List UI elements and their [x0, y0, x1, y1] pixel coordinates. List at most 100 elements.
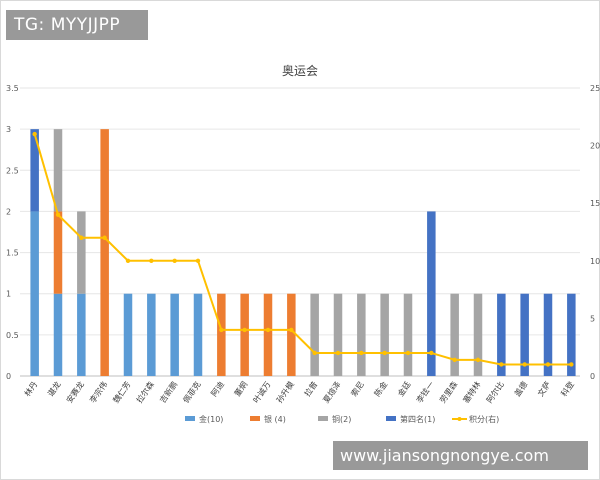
x-tick-label: 董炯: [232, 379, 249, 398]
x-tick-label: 吉新鹏: [157, 379, 179, 404]
y-right-tick-label: 20: [590, 142, 600, 151]
bars: [30, 129, 576, 376]
score-point: [79, 235, 84, 240]
bar-segment: [53, 129, 63, 212]
score-point: [382, 350, 387, 356]
score-point: [32, 131, 37, 137]
x-tick-label: 劳里森: [437, 379, 459, 404]
score-point: [102, 235, 107, 240]
score-point: [125, 258, 131, 263]
x-tick-label: 金廷: [395, 379, 412, 398]
x-tick-label: 魏仁芳: [111, 379, 133, 404]
gridlines: [20, 87, 580, 377]
score-line-path: [33, 133, 572, 366]
legend-swatch: [185, 416, 195, 421]
x-tick-label: 李宗伟: [87, 379, 109, 404]
y-right-tick-label: 10: [590, 257, 600, 266]
y-axis-left: 0 0.5 1 1.5 2 2.5 3 3.5: [6, 84, 19, 381]
bar-segment: [30, 129, 39, 212]
bar-segment: [217, 293, 226, 376]
x-tick-label: 拉尔森: [134, 379, 156, 404]
bar-segment: [240, 293, 249, 376]
bar-segment: [193, 293, 203, 376]
score-point: [429, 350, 434, 356]
score-point: [499, 362, 504, 367]
x-tick-label: 科登: [559, 379, 576, 398]
legend-label: 银 (4): [264, 414, 286, 424]
x-tick-label: 夏煊泽: [321, 379, 343, 404]
x-tick-label: 索尼: [349, 379, 366, 398]
score-point: [172, 258, 177, 263]
header-tag: TG: MYYJJPP: [6, 10, 148, 40]
x-tick-label: 文萨: [535, 379, 552, 398]
legend-label: 金(10): [199, 414, 223, 424]
y-right-tick-label: 5: [590, 314, 595, 323]
bar-segment: [263, 293, 273, 376]
legend-label: 第四名(1): [400, 414, 435, 424]
bar-segment: [170, 293, 179, 376]
x-tick-label: 塞特林: [461, 379, 483, 404]
x-tick-label: 陈金: [372, 379, 389, 398]
bar-segment: [427, 211, 436, 376]
score-point: [335, 350, 341, 356]
legend-label: 铜(2): [332, 414, 351, 424]
bar-segment: [123, 293, 133, 376]
y-right-tick-label: 0: [590, 372, 595, 381]
x-tick-label: 阿尔比: [484, 379, 506, 404]
x-tick-label: 盖德: [512, 379, 529, 398]
y-left-tick-label: 0: [6, 372, 11, 381]
x-tick-label: 拉普: [302, 379, 319, 398]
y-left-tick-label: 1: [6, 290, 11, 299]
bar-segment: [310, 293, 319, 376]
x-tick-label: 阿迪: [209, 379, 226, 398]
score-line: [32, 131, 574, 367]
y-left-tick-label: 2: [6, 207, 11, 216]
y-left-tick-label: 0.5: [6, 331, 19, 340]
score-point: [195, 258, 201, 263]
y-left-tick-label: 2.5: [6, 166, 19, 175]
bar-segment: [100, 129, 109, 376]
score-point: [149, 258, 154, 263]
x-tick-label: 安赛龙: [64, 379, 86, 404]
legend-label: 积分(右): [469, 414, 499, 424]
bar-segment: [543, 293, 553, 376]
bar-segment: [497, 293, 506, 376]
x-tick-label: 林丹: [22, 379, 39, 398]
legend-point-swatch: [457, 417, 462, 421]
score-point: [312, 350, 317, 356]
y-left-tick-label: 1.5: [6, 249, 19, 258]
score-point: [545, 362, 551, 367]
bar-segment: [403, 293, 413, 376]
bar-segment: [520, 293, 529, 376]
x-tick-label: 孙升模: [274, 379, 296, 404]
legend-swatch: [250, 416, 260, 421]
score-point: [405, 350, 411, 356]
x-tick-label: 谌龙: [45, 379, 62, 398]
score-point: [452, 357, 457, 363]
bar-segment: [333, 293, 343, 376]
x-tick-label: 佩菲克: [181, 379, 203, 404]
score-point: [265, 327, 271, 333]
bar-segment: [287, 293, 296, 376]
legend: 金(10) 银 (4) 铜(2) 第四名(1) 积分(右): [185, 414, 499, 424]
watermark-url: www.jiansongnongye.com: [333, 441, 588, 470]
score-point: [55, 212, 61, 217]
bar-segment: [380, 293, 389, 376]
bar-segment: [357, 293, 366, 376]
x-axis-labels: 林丹 谌龙 安赛龙 李宗伟 魏仁芳 拉尔森 吉新鹏 佩菲克 阿迪 董炯 叶诚万 孙升模 拉普 夏煊泽 索尼陈…: [22, 379, 576, 404]
x-tick-label: 李铉一: [414, 379, 436, 404]
legend-swatch: [318, 416, 328, 421]
score-point: [475, 357, 481, 363]
y-right-tick-label: 25: [590, 84, 600, 93]
bar-segment: [77, 211, 86, 294]
score-point: [289, 327, 294, 333]
score-point: [359, 350, 364, 356]
bar-segment: [30, 211, 39, 376]
y-left-tick-label: 3.5: [6, 84, 19, 93]
y-axis-right: 0 5 10 15 20 25: [590, 84, 600, 381]
chart-title: 奥运会: [282, 64, 318, 78]
y-right-tick-label: 15: [590, 199, 600, 208]
bar-segment: [147, 293, 156, 376]
bar-segment: [77, 293, 86, 376]
